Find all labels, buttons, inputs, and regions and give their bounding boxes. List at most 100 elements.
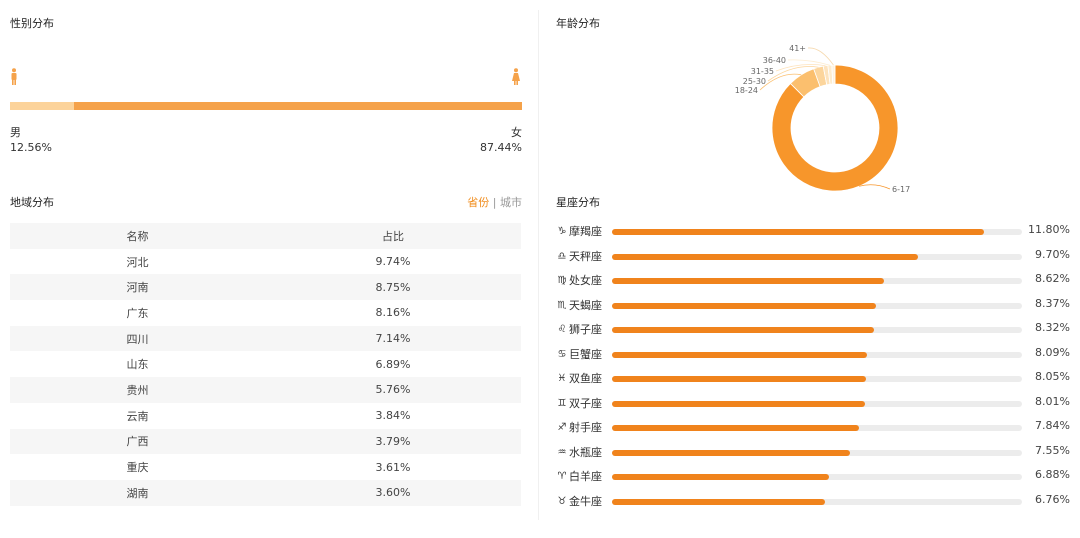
age-label-line [787, 59, 830, 66]
region-name: 广东 [126, 306, 149, 320]
zodiac-bar [612, 474, 829, 480]
region-name: 重庆 [126, 461, 149, 475]
zodiac-value: 9.70% [1035, 247, 1070, 261]
zodiac-bar [612, 302, 876, 309]
zodiac-name: 射手座 [569, 421, 602, 434]
tab-city[interactable]: 城市 [500, 196, 522, 209]
zodiac-bar-track [612, 229, 1022, 235]
zodiac-value: 8.01% [1035, 394, 1070, 408]
column-divider [538, 10, 539, 520]
age-label-41+: 41+ [789, 44, 806, 53]
region-name: 云南 [126, 409, 149, 423]
region-section-title: 地域分布 [10, 196, 54, 209]
zodiac-row: ♍ 处女座 8.62% [556, 272, 1076, 288]
zodiac-sign-icon: ♍ [557, 275, 567, 286]
zodiac-bar-track [612, 449, 1022, 456]
gender-section-title: 性别分布 [10, 17, 54, 30]
zodiac-bar-track [612, 425, 1022, 431]
female-icon [512, 68, 520, 85]
zodiac-bar [612, 229, 985, 235]
zodiac-row: ♐ 射手座 7.84% [556, 419, 1076, 435]
zodiac-name: 摩羯座 [569, 225, 602, 238]
zodiac-row: ♒ 水瓶座 7.55% [556, 444, 1076, 460]
zodiac-value: 8.62% [1035, 272, 1070, 285]
zodiac-row: ♉ 金牛座 6.76% [556, 492, 1076, 509]
zodiac-bar-track [612, 474, 1022, 480]
zodiac-bar-track [612, 400, 1022, 407]
region-share: 8.75% [375, 280, 411, 294]
region-name: 四川 [126, 332, 149, 346]
age-section-title: 年龄分布 [556, 17, 600, 30]
zodiac-bar-track [612, 351, 1022, 358]
table-row: 河北 9.74% [10, 249, 521, 275]
region-name: 河南 [126, 281, 149, 295]
region-share: 9.74% [375, 255, 411, 269]
zodiac-bar [612, 425, 860, 431]
age-label-line [767, 66, 819, 82]
zodiac-bar [612, 278, 884, 284]
zodiac-row: ♌ 狮子座 8.32% [556, 321, 1076, 337]
table-row: 广东 8.16% [10, 300, 521, 326]
zodiac-bar [612, 327, 875, 333]
zodiac-bar [612, 376, 866, 382]
zodiac-sign-icon: ♐ [557, 422, 567, 433]
gender-bar [10, 102, 522, 110]
zodiac-row: ♏ 天蝎座 8.37% [556, 296, 1076, 313]
table-row: 山东 6.89% [10, 351, 521, 377]
zodiac-sign-icon: ♋ [557, 348, 567, 360]
zodiac-row: ♎ 天秤座 9.70% [556, 247, 1076, 264]
gender-bar-male [10, 102, 75, 110]
age-label-31-35: 31-35 [751, 67, 774, 76]
region-share: 5.76% [375, 383, 411, 397]
table-row: 云南 3.84% [10, 403, 521, 429]
region-share: 3.84% [375, 409, 411, 423]
region-name: 河北 [126, 255, 149, 269]
region-name: 广西 [126, 435, 149, 449]
zodiac-row: ♈ 白羊座 6.88% [556, 468, 1076, 484]
zodiac-value: 8.09% [1035, 345, 1070, 359]
zodiac-sign-icon: ♓ [557, 373, 567, 384]
zodiac-value: 7.84% [1035, 419, 1070, 432]
region-table: 名称 占比 河北 9.74% 河南 8.75% 广东 8.16% 四川 7.14% 山东 6.89… [10, 223, 521, 506]
age-slice-6-17 [771, 64, 899, 192]
zodiac-bar-track [612, 376, 1022, 382]
female-value: 87.44% [480, 141, 522, 154]
region-table-header: 名称 占比 [10, 223, 521, 249]
table-row: 贵州 5.76% [10, 377, 521, 403]
zodiac-bar [612, 400, 865, 407]
zodiac-value: 8.37% [1035, 296, 1070, 310]
column-header-share: 占比 [382, 229, 404, 243]
table-row: 广西 3.79% [10, 428, 521, 455]
region-share: 3.61% [375, 460, 411, 474]
tab-province[interactable]: 省份 [467, 196, 490, 209]
zodiac-sign-icon: ♊ [557, 397, 567, 409]
zodiac-value: 11.80% [1028, 223, 1070, 236]
male-label: 男 [10, 126, 21, 139]
zodiac-value: 6.76% [1035, 492, 1070, 506]
table-row: 河南 8.75% [10, 274, 521, 301]
zodiac-value: 6.88% [1035, 468, 1070, 481]
zodiac-name: 天蝎座 [569, 298, 602, 312]
region-share: 3.60% [375, 486, 411, 500]
zodiac-name: 狮子座 [569, 323, 602, 336]
zodiac-name: 处女座 [569, 274, 602, 287]
zodiac-name: 双子座 [569, 396, 602, 410]
zodiac-sign-icon: ♎ [557, 250, 567, 262]
zodiac-bar-track [612, 498, 1022, 505]
zodiac-row: ♊ 双子座 8.01% [556, 394, 1076, 411]
zodiac-row: ♑ 摩羯座 11.80% [556, 223, 1076, 239]
zodiac-value: 8.32% [1035, 321, 1070, 334]
zodiac-bar [612, 253, 918, 260]
zodiac-sign-icon: ♉ [557, 495, 567, 507]
age-label-6-17: 6-17 [892, 185, 910, 194]
region-share: 7.14% [375, 332, 411, 346]
zodiac-value: 8.05% [1035, 370, 1070, 383]
zodiac-bar-track [612, 253, 1022, 260]
zodiac-sign-icon: ♏ [557, 299, 567, 311]
zodiac-name: 水瓶座 [569, 445, 602, 459]
table-row: 重庆 3.61% [10, 454, 521, 480]
column-header-name: 名称 [126, 229, 149, 243]
age-label-25-30: 25-30 [743, 77, 766, 86]
zodiac-section-title: 星座分布 [556, 196, 600, 209]
